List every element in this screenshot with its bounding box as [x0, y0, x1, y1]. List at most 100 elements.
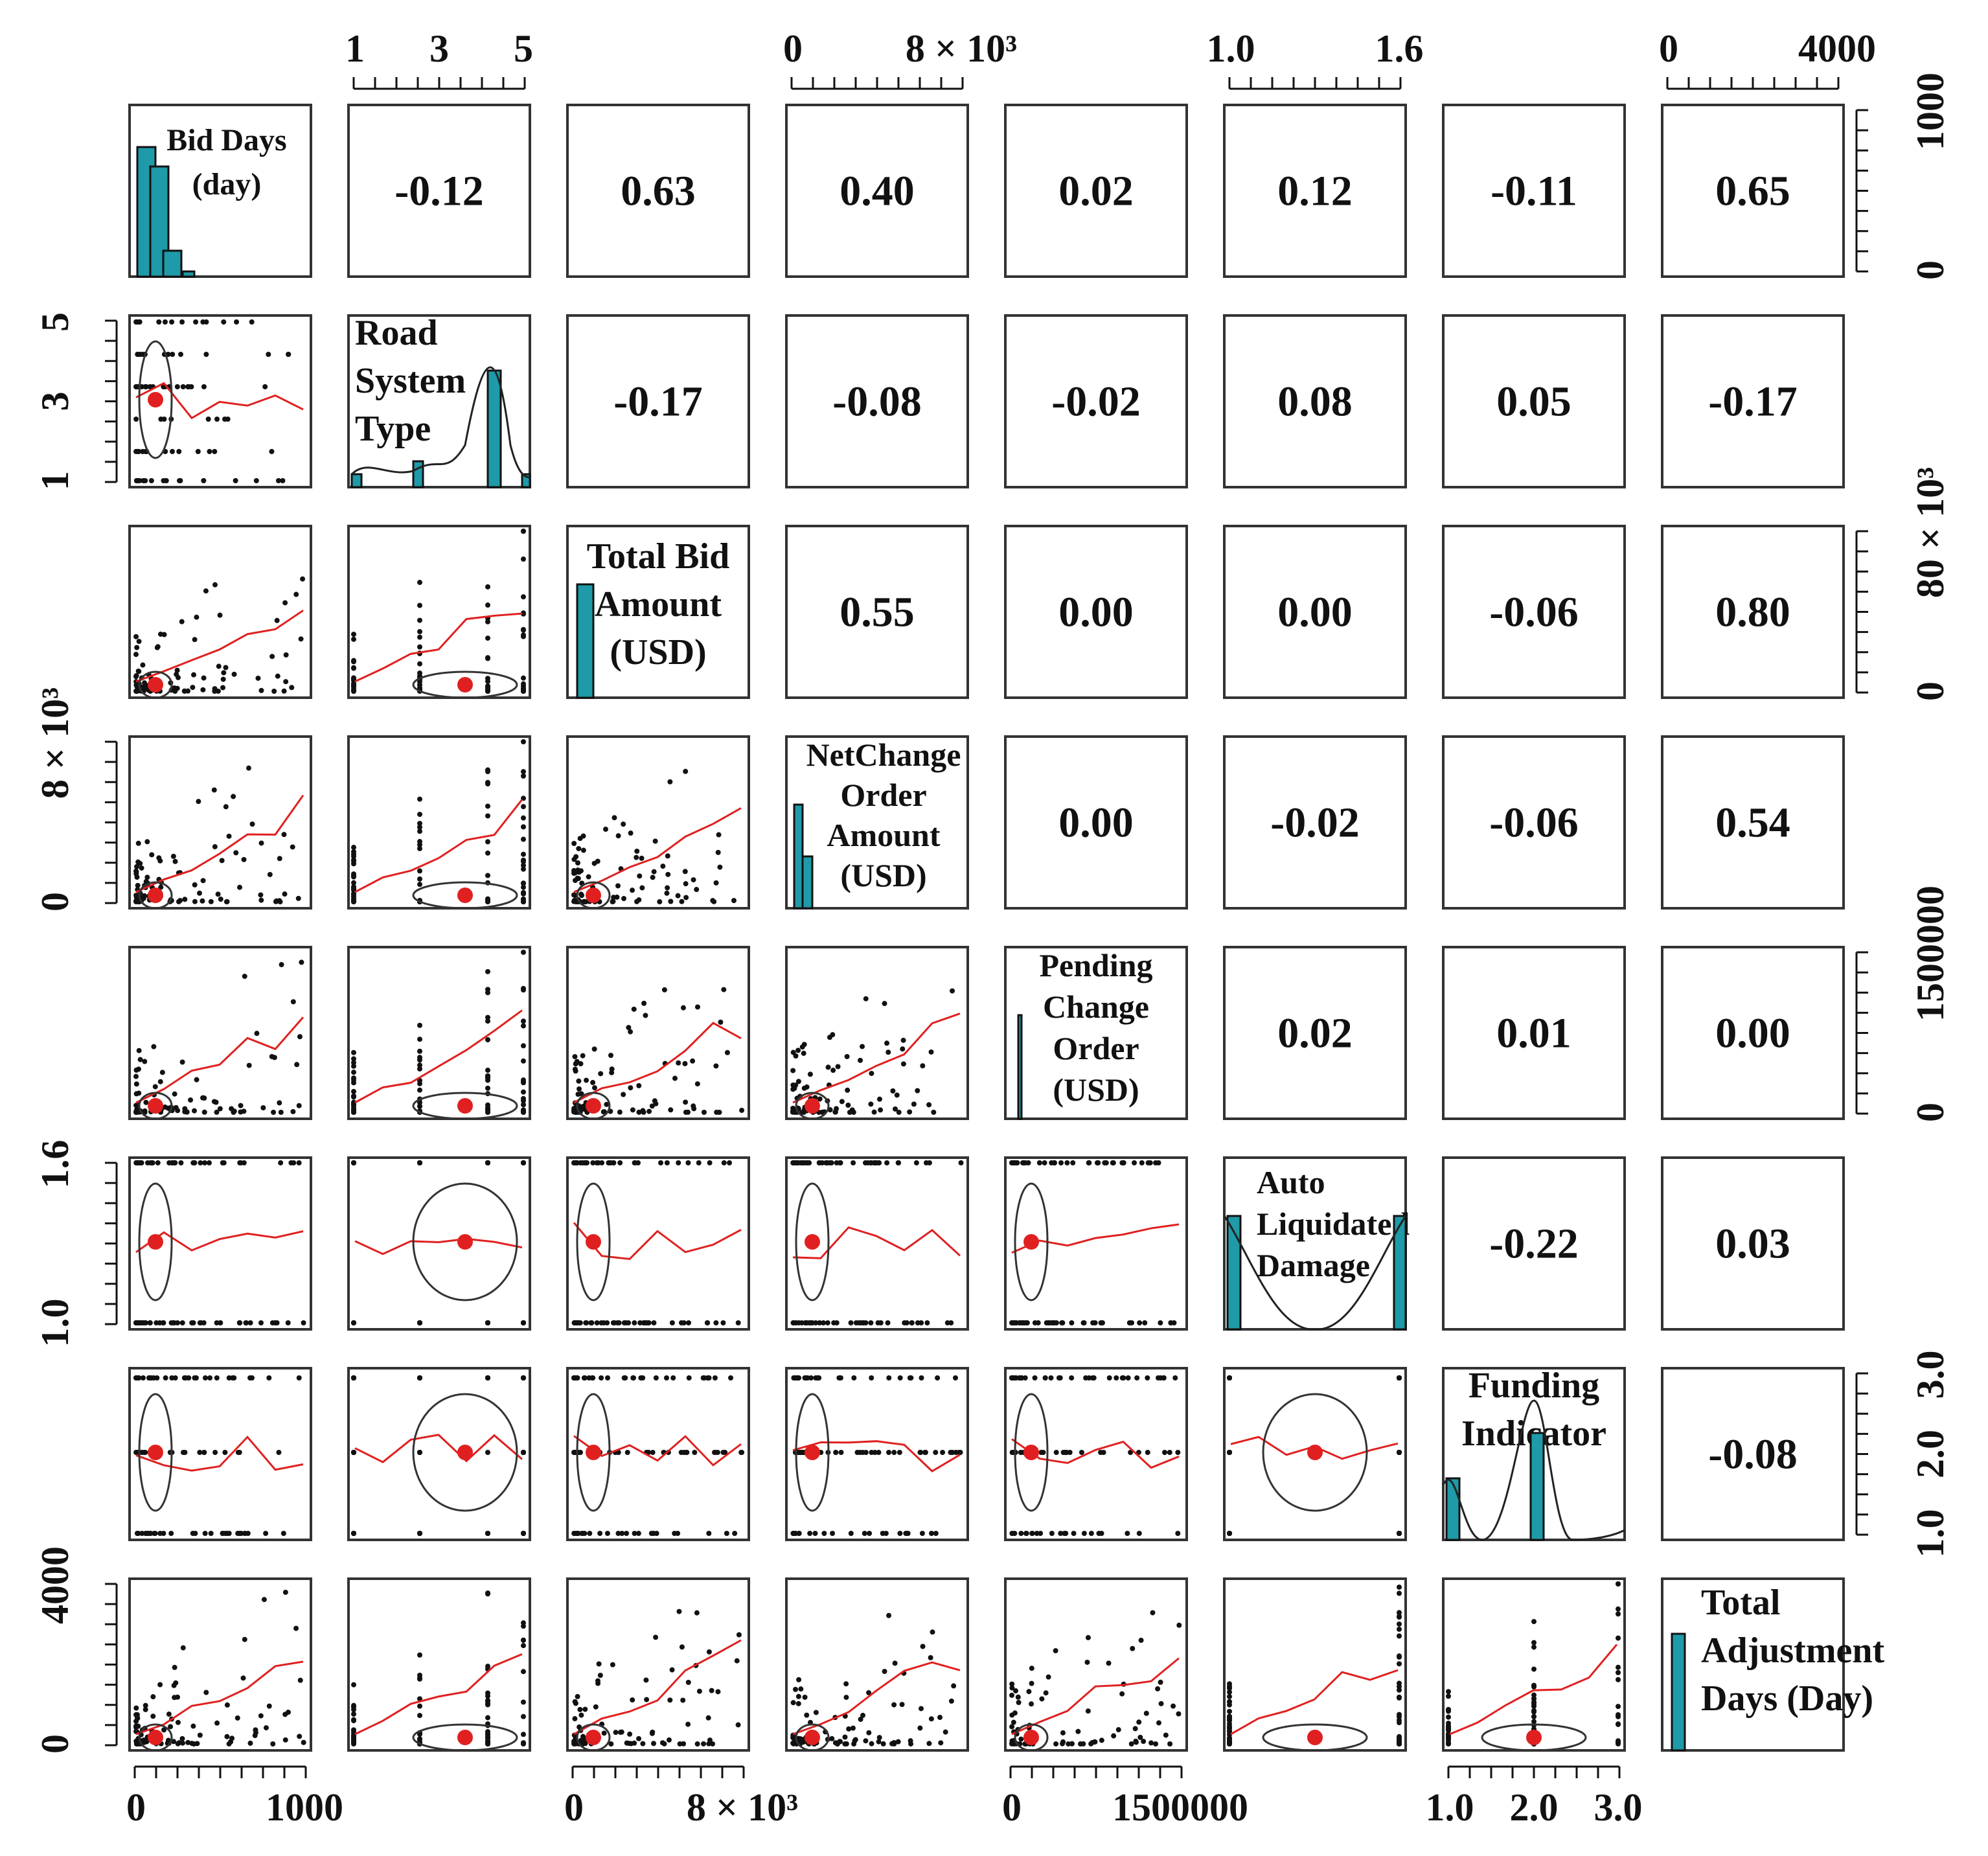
scatter-point: [1227, 1721, 1232, 1726]
scatter-point: [1616, 1664, 1621, 1670]
scatter-point: [297, 1034, 303, 1040]
scatter-point: [150, 1694, 156, 1700]
smoother-line: [354, 799, 523, 893]
scatter-point: [351, 1088, 356, 1094]
scatter-point: [669, 1320, 675, 1325]
scatter-point: [1176, 1622, 1182, 1628]
scatter-point: [277, 856, 282, 862]
scatter-point: [605, 1375, 611, 1381]
scatter-point: [863, 1738, 869, 1744]
scatter-point: [1029, 1701, 1034, 1707]
axis-tick-label: 8 × 10³: [687, 1786, 798, 1829]
scatter-point: [825, 1320, 830, 1325]
scatter-point: [1148, 1740, 1154, 1746]
correlation-value: 0.03: [1715, 1220, 1790, 1268]
scatter-point: [417, 829, 422, 834]
histogram-bar: [1445, 1477, 1461, 1541]
correlation-ellipse: [1262, 1393, 1368, 1512]
scatter-point: [143, 1702, 148, 1708]
correlation-ellipse: [576, 1092, 611, 1120]
ellipse-center-point: [148, 1730, 163, 1745]
scatter-point: [521, 739, 526, 744]
scatter-point: [154, 645, 160, 650]
scatter-point: [933, 1531, 939, 1536]
scatter-point: [584, 1160, 590, 1165]
scatter-point: [222, 417, 228, 422]
scatter-point: [351, 886, 356, 891]
scatter-point: [1099, 1320, 1105, 1325]
scatter-point: [1227, 1375, 1232, 1381]
smoother-line: [792, 1440, 961, 1472]
scatter-point: [731, 898, 737, 904]
scatter-point: [417, 1062, 422, 1068]
scatter-point: [205, 417, 211, 422]
scatter-point: [485, 1102, 490, 1108]
scatter-point: [1060, 1450, 1066, 1455]
scatter-point: [485, 1664, 490, 1669]
scatter-point: [675, 893, 681, 899]
scatter-point: [1137, 1734, 1143, 1740]
panel-border: [128, 1156, 312, 1331]
scatter-point: [351, 1056, 356, 1062]
scatter-point: [843, 1695, 849, 1701]
scatter-point: [890, 1088, 896, 1094]
scatter-point: [867, 1531, 873, 1536]
scatter-point: [1085, 1634, 1091, 1640]
scatter-point: [1145, 1375, 1150, 1381]
scatter-point: [664, 890, 670, 896]
scatter-point: [229, 1736, 235, 1741]
scatter-point: [158, 417, 164, 422]
correlation-value: 0.00: [1058, 799, 1134, 847]
scatter-point: [575, 860, 581, 866]
scatter-point: [298, 636, 304, 642]
scatter-point: [485, 655, 490, 661]
smoother-line: [354, 612, 523, 683]
scatter-point: [871, 1109, 877, 1115]
scatter-point: [212, 582, 218, 588]
scatter-point: [860, 1044, 865, 1049]
scatter-point: [485, 813, 490, 819]
scatter-point: [1153, 1741, 1159, 1747]
scatter-point: [521, 862, 526, 868]
ellipse-center-point: [457, 1234, 473, 1250]
ellipse-center-point: [457, 1730, 473, 1745]
scatter-point: [290, 1108, 296, 1114]
scatter-point: [572, 1699, 578, 1704]
scatter-point: [485, 1741, 490, 1747]
scatter-point: [591, 1046, 597, 1052]
scatter-point: [229, 1106, 234, 1112]
axis-tick-label: 2.0: [1909, 1430, 1952, 1478]
correlation-ellipse: [1262, 1723, 1368, 1752]
scatter-point: [821, 1320, 827, 1325]
scatter-point: [683, 881, 689, 887]
scatter-point: [575, 1693, 580, 1699]
scatter-point: [201, 675, 207, 681]
scatter-point: [681, 1741, 687, 1747]
smoother-line: [135, 1660, 304, 1736]
scatter-point: [1397, 1712, 1402, 1717]
axis-tick-label: 0: [1909, 1103, 1952, 1122]
scatter-point: [628, 831, 634, 836]
scatter-point: [583, 1320, 589, 1325]
correlation-value: 0.12: [1277, 168, 1353, 215]
scatter-point: [575, 1320, 581, 1325]
scatter-point: [154, 1320, 159, 1325]
scatter-point: [214, 1320, 220, 1325]
scatter-point: [1009, 1724, 1015, 1730]
scatter-point: [685, 1721, 691, 1727]
scatter-point: [715, 849, 721, 855]
scatter-point: [694, 887, 700, 893]
correlation-value: -0.17: [613, 378, 702, 426]
scatter-point: [133, 1375, 139, 1381]
scatter-point: [136, 1090, 142, 1096]
scatter-point: [203, 319, 209, 325]
scatter-point: [803, 1160, 809, 1165]
scatter-point: [172, 858, 178, 864]
scatter-point: [672, 1075, 678, 1081]
scatter-point: [624, 1531, 630, 1536]
axis-tick-label: 0: [1909, 682, 1952, 701]
scatter-point: [609, 1070, 615, 1075]
scatter-point: [152, 1084, 158, 1090]
scatter-point: [172, 1160, 178, 1165]
scatter-point: [686, 1375, 692, 1381]
